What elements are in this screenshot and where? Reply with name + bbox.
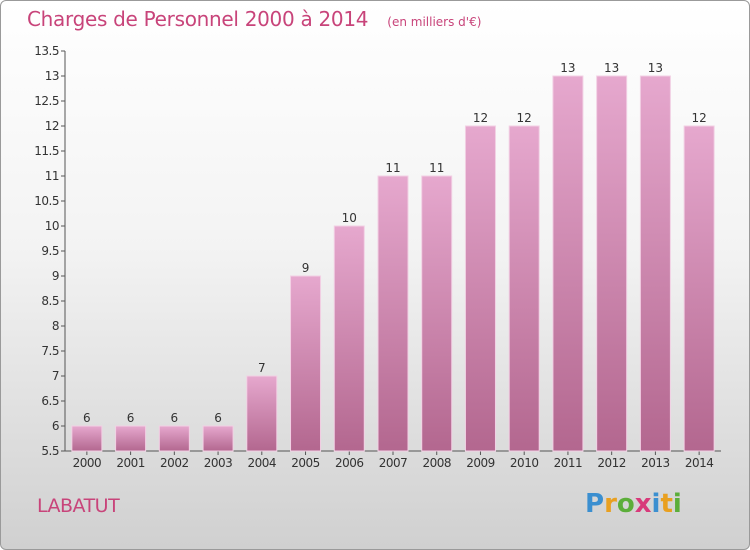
data-labels: 6 2000 6 2001 6 2002 6 2003 7 2004 9 2005 10 2006 11 20… bbox=[73, 61, 714, 470]
y-tick-label: 7 bbox=[52, 369, 59, 383]
y-tick-label: 13 bbox=[45, 69, 59, 83]
y-tick-label: 5.5 bbox=[41, 444, 59, 458]
bar-2009 bbox=[464, 125, 496, 452]
bar-2008 bbox=[421, 175, 453, 452]
bar-2005 bbox=[290, 275, 322, 452]
bar-2001 bbox=[115, 425, 147, 452]
bar-2003 bbox=[202, 425, 234, 452]
logo-letter: x bbox=[634, 489, 652, 519]
logo-letter: o bbox=[616, 489, 635, 519]
x-tick-label: 2011 bbox=[554, 456, 583, 470]
axes: 5.5 6 6.5 7 7.5 8 8.5 9 9.5 10 10.5 11 11.5 12 12.5 13 1… bbox=[34, 44, 721, 458]
bar-2014 bbox=[683, 125, 715, 452]
x-tick-label: 2009 bbox=[466, 456, 495, 470]
proxiti-logo: Proxiti bbox=[585, 489, 682, 519]
x-tick-label: 2004 bbox=[248, 456, 277, 470]
bar-value-label: 13 bbox=[604, 61, 619, 75]
bar-2000 bbox=[71, 425, 103, 452]
x-tick-label: 2002 bbox=[160, 456, 189, 470]
bar-value-label: 6 bbox=[214, 411, 222, 425]
bar-value-label: 12 bbox=[691, 111, 706, 125]
title-row: Charges de Personnel 2000 à 2014 (en mil… bbox=[27, 7, 481, 31]
bar-value-label: 10 bbox=[342, 211, 357, 225]
x-tick-label: 2008 bbox=[422, 456, 451, 470]
bar-2013 bbox=[639, 75, 671, 452]
bar-2004 bbox=[246, 375, 278, 452]
bar-value-label: 12 bbox=[473, 111, 488, 125]
x-tick-label: 2010 bbox=[510, 456, 539, 470]
bar-2010 bbox=[508, 125, 540, 452]
y-tick-label: 12.5 bbox=[34, 94, 59, 108]
chart-title: Charges de Personnel 2000 à 2014 bbox=[27, 7, 369, 31]
bar-value-label: 13 bbox=[560, 61, 575, 75]
y-tick-label: 11.5 bbox=[34, 144, 59, 158]
bar-2002 bbox=[158, 425, 190, 452]
x-tick-label: 2005 bbox=[291, 456, 320, 470]
y-tick-label: 6 bbox=[52, 419, 59, 433]
y-tick-label: 8 bbox=[52, 319, 59, 333]
x-tick-label: 2007 bbox=[379, 456, 408, 470]
logo-letter: i bbox=[672, 489, 682, 519]
y-tick-label: 10 bbox=[45, 219, 59, 233]
logo-letter: i bbox=[651, 489, 661, 519]
y-tick-label: 11 bbox=[45, 169, 59, 183]
logo-letter: t bbox=[660, 489, 673, 519]
logo-letter: P bbox=[585, 489, 605, 519]
bar-2007 bbox=[377, 175, 409, 452]
bar-value-label: 12 bbox=[517, 111, 532, 125]
y-tick-label: 8.5 bbox=[41, 294, 59, 308]
x-tick-label: 2012 bbox=[597, 456, 626, 470]
bar-value-label: 11 bbox=[429, 161, 444, 175]
bar-value-label: 6 bbox=[171, 411, 179, 425]
chart-unit-label: (en milliers d'€) bbox=[387, 15, 482, 29]
bar-value-label: 13 bbox=[648, 61, 663, 75]
bar-value-label: 7 bbox=[258, 361, 266, 375]
bar-2006 bbox=[333, 225, 365, 452]
bar-value-label: 6 bbox=[83, 411, 91, 425]
bar-2011 bbox=[552, 75, 584, 452]
logo-letter: r bbox=[604, 489, 617, 519]
x-tick-label: 2003 bbox=[204, 456, 233, 470]
bar-value-label: 6 bbox=[127, 411, 135, 425]
y-tick-label: 7.5 bbox=[41, 344, 59, 358]
bars bbox=[71, 75, 715, 452]
bar-value-label: 11 bbox=[385, 161, 400, 175]
x-tick-label: 2014 bbox=[685, 456, 714, 470]
x-tick-label: 2013 bbox=[641, 456, 670, 470]
y-tick-label: 12 bbox=[45, 119, 59, 133]
commune-name: LABATUT bbox=[37, 495, 120, 517]
x-tick-label: 2001 bbox=[116, 456, 145, 470]
y-tick-label: 6.5 bbox=[41, 394, 59, 408]
bar-value-label: 9 bbox=[302, 261, 310, 275]
y-tick-label: 10.5 bbox=[34, 194, 59, 208]
x-tick-label: 2000 bbox=[73, 456, 102, 470]
y-tick-label: 9 bbox=[52, 269, 59, 283]
x-tick-label: 2006 bbox=[335, 456, 364, 470]
y-tick-label: 13.5 bbox=[34, 44, 59, 58]
y-tick-label: 9.5 bbox=[41, 244, 59, 258]
bar-2012 bbox=[596, 75, 628, 452]
